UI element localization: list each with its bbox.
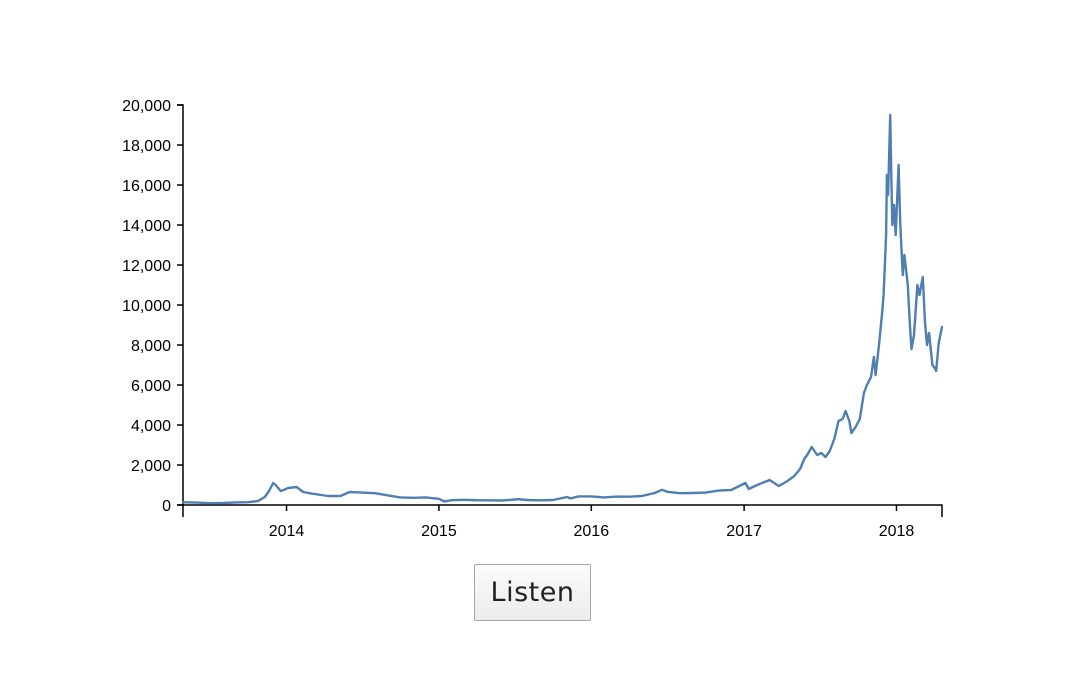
y-tick-label: 14,000	[122, 218, 171, 235]
x-axis: 2014 2015 2016 2017 2018	[182, 504, 943, 540]
y-axis: 0 2,000 4,000 6,000 8,000 10,000 12,000 14,000 1…	[122, 98, 184, 515]
plot-area	[181, 113, 944, 505]
x-tick-label: 2015	[421, 523, 457, 540]
y-tick-label: 10,000	[122, 298, 171, 315]
x-axis-line	[182, 504, 943, 517]
y-tick-label: 8,000	[131, 338, 171, 355]
y-tick-label: 12,000	[122, 258, 171, 275]
y-tick-label: 20,000	[122, 98, 171, 115]
y-tick-label: 0	[162, 498, 171, 515]
y-tick-label: 16,000	[122, 178, 171, 195]
x-tick-label: 2017	[726, 523, 762, 540]
x-tick-label: 2014	[269, 523, 305, 540]
y-tick-label: 18,000	[122, 138, 171, 155]
x-tick-label: 2016	[574, 523, 610, 540]
y-tick-label: 2,000	[131, 458, 171, 475]
series-line-0	[181, 113, 944, 505]
y-tick-label: 4,000	[131, 418, 171, 435]
y-tick-label: 6,000	[131, 378, 171, 395]
listen-button[interactable]: Listen	[474, 564, 591, 621]
x-tick-label: 2018	[879, 523, 915, 540]
